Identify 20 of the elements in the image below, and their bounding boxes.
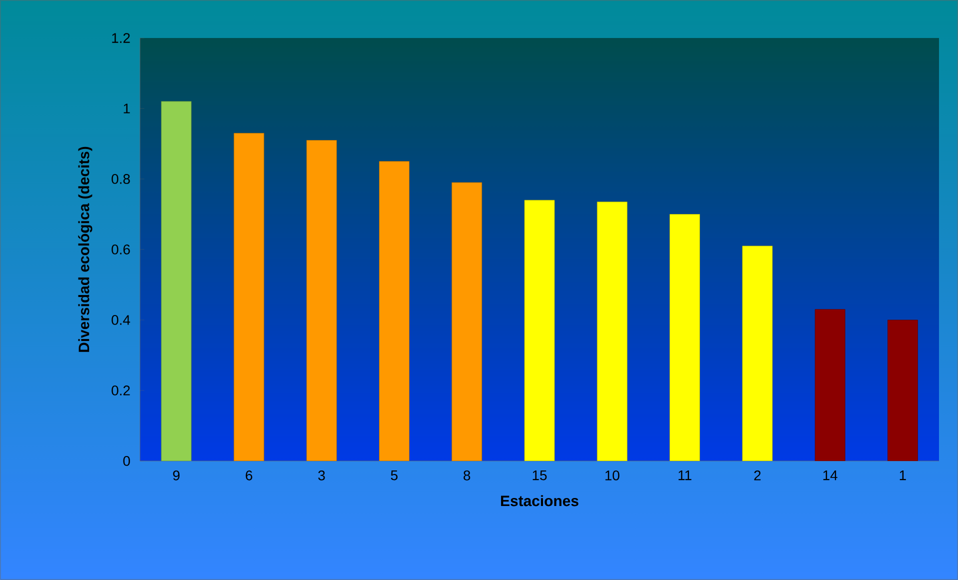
x-axis-title: Estaciones — [501, 495, 578, 506]
y-tick-label: 0.6 — [112, 244, 130, 254]
x-tick-label: 6 — [246, 470, 252, 480]
x-tick-label: 9 — [173, 470, 180, 480]
x-tick-label: 8 — [464, 470, 470, 480]
x-tick-label: 15 — [532, 470, 547, 480]
x-tick-label: 5 — [390, 470, 398, 480]
y-tick-label: 0 — [123, 456, 130, 466]
y-tick-label: 0.4 — [112, 315, 130, 325]
y-tick-label: 1.2 — [112, 33, 130, 43]
y-tick-label: 0.2 — [112, 386, 130, 396]
y-tick-label: 0.8 — [112, 174, 130, 184]
x-tick-label: 14 — [823, 470, 838, 480]
x-tick-label: 2 — [754, 470, 761, 480]
x-tick-label: 1 — [900, 470, 906, 480]
y-axis-title: Diversidad ecológica (decits) — [78, 146, 92, 352]
x-tick-label: 11 — [678, 470, 692, 480]
x-tick-label: 3 — [318, 470, 325, 480]
y-tick-label: 1 — [124, 104, 130, 114]
x-tick-label: 10 — [605, 470, 620, 480]
